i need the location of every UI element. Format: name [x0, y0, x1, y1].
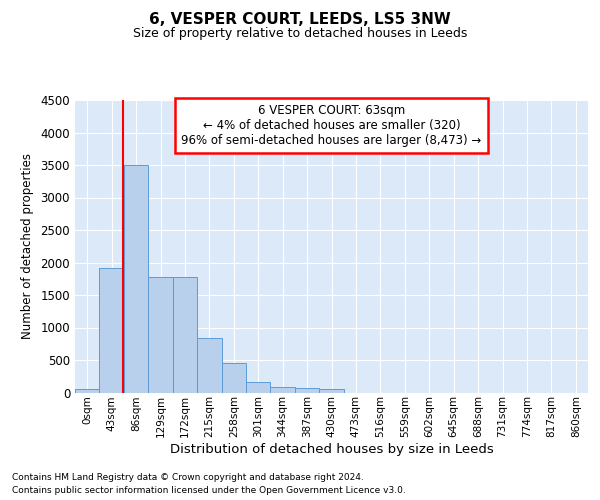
- Text: Contains HM Land Registry data © Crown copyright and database right 2024.: Contains HM Land Registry data © Crown c…: [12, 472, 364, 482]
- Bar: [173, 277, 197, 392]
- Text: Contains public sector information licensed under the Open Government Licence v3: Contains public sector information licen…: [12, 486, 406, 495]
- Text: 6, VESPER COURT, LEEDS, LS5 3NW: 6, VESPER COURT, LEEDS, LS5 3NW: [149, 12, 451, 28]
- X-axis label: Distribution of detached houses by size in Leeds: Distribution of detached houses by size …: [170, 443, 493, 456]
- Bar: [221, 362, 246, 392]
- Bar: [197, 338, 221, 392]
- Bar: [148, 277, 173, 392]
- Bar: [75, 389, 100, 392]
- Bar: [319, 389, 344, 392]
- Bar: [295, 388, 319, 392]
- Text: Size of property relative to detached houses in Leeds: Size of property relative to detached ho…: [133, 28, 467, 40]
- Bar: [246, 382, 271, 392]
- Text: 6 VESPER COURT: 63sqm
← 4% of detached houses are smaller (320)
96% of semi-deta: 6 VESPER COURT: 63sqm ← 4% of detached h…: [181, 104, 482, 148]
- Bar: [271, 386, 295, 392]
- Y-axis label: Number of detached properties: Number of detached properties: [20, 153, 34, 340]
- Bar: [100, 268, 124, 392]
- Bar: [124, 165, 148, 392]
